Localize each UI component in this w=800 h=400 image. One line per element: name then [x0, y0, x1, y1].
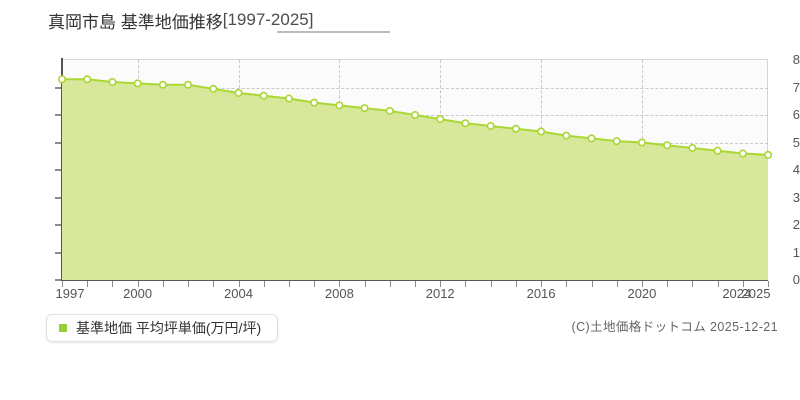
y-axis-tick-mark	[55, 251, 62, 254]
series-data-point[interactable]	[133, 79, 142, 88]
series-data-point[interactable]	[511, 124, 520, 133]
x-axis-tick-mark	[717, 281, 719, 287]
x-axis-tick-mark	[641, 281, 643, 287]
legend[interactable]: 基準地価 平均坪単価(万円/坪)	[46, 314, 279, 342]
x-axis-tick-mark	[415, 281, 416, 287]
x-axis-tick-mark	[566, 281, 568, 287]
x-axis-tick-label: 2008	[324, 286, 354, 301]
y-axis-tick-label: 1	[792, 244, 800, 260]
y-axis-tick-mark	[55, 196, 62, 199]
y-axis-tick-mark	[55, 169, 62, 171]
series-data-point[interactable]	[410, 110, 419, 119]
x-axis-tick-mark	[364, 281, 366, 287]
series-data-point[interactable]	[57, 75, 67, 84]
x-axis-tick-mark	[288, 281, 290, 287]
series-data-point[interactable]	[663, 141, 672, 150]
series-data-point[interactable]	[637, 138, 646, 147]
legend-swatch-icon	[59, 324, 67, 332]
x-axis-tick-mark	[137, 281, 139, 287]
legend-label: 基準地価 平均坪単価(万円/坪)	[76, 320, 262, 336]
series-data-point[interactable]	[83, 75, 92, 84]
x-axis-tick-mark	[62, 281, 63, 287]
y-axis-tick-label: 0	[792, 272, 800, 287]
series-data-point[interactable]	[259, 91, 268, 100]
x-axis-tick-mark	[263, 281, 265, 287]
series-data-point[interactable]	[184, 80, 193, 89]
y-axis-tick-mark	[55, 114, 62, 116]
x-axis-tick-mark	[440, 281, 442, 287]
page-title-main: 真岡市島 基準地価推移	[48, 12, 223, 32]
x-axis-tick-mark	[465, 281, 467, 287]
gridline-horizontal	[62, 87, 768, 89]
series-data-point[interactable]	[537, 127, 546, 136]
x-axis-tick-label: 2000	[123, 286, 153, 301]
x-axis-tick-mark	[188, 281, 190, 287]
x-axis-tick-mark	[616, 281, 618, 287]
series-data-point[interactable]	[209, 84, 218, 93]
series-data-point[interactable]	[335, 101, 344, 110]
series-data-point[interactable]	[763, 150, 772, 159]
series-data-point[interactable]	[587, 134, 596, 143]
y-axis-tick-label: 4	[792, 162, 800, 177]
y-axis-tick-label: 7	[792, 79, 800, 95]
x-axis-tick-mark	[768, 281, 769, 287]
series-data-point[interactable]	[486, 121, 495, 130]
y-axis-tick-label: 8	[792, 52, 800, 67]
series-basis-land-price	[57, 75, 772, 280]
x-axis-tick-mark	[591, 281, 593, 287]
x-axis-tick-mark	[314, 281, 316, 287]
x-axis-tick-mark	[213, 281, 215, 287]
series-data-point[interactable]	[234, 88, 243, 97]
series-data-point[interactable]	[436, 115, 445, 124]
series-data-point[interactable]	[158, 80, 167, 89]
y-axis-tick-mark	[55, 86, 62, 89]
x-axis-tick-mark	[515, 281, 517, 287]
x-axis-tick-label: 2016	[526, 286, 556, 301]
x-axis-tick-mark	[162, 281, 164, 287]
series-data-point[interactable]	[562, 131, 571, 140]
x-axis-tick-mark	[541, 281, 543, 287]
series-data-point[interactable]	[612, 137, 621, 146]
series-data-point[interactable]	[461, 119, 470, 128]
series-area-fill	[62, 79, 768, 280]
y-axis-tick-mark	[55, 279, 62, 281]
x-axis-tick-mark	[667, 281, 669, 287]
x-axis-tick-mark	[87, 281, 89, 287]
x-axis-tick-mark	[692, 281, 694, 287]
y-axis-tick-label: 2	[792, 217, 800, 232]
x-axis-tick-mark	[339, 281, 341, 287]
y-axis-tick-label: 3	[792, 189, 800, 205]
x-axis-tick-label: 2020	[627, 286, 657, 301]
x-axis-tick-mark	[112, 281, 114, 287]
series-data-point[interactable]	[360, 104, 369, 113]
page-title: 真岡市島 基準地価推移 [1997-2025]	[48, 6, 313, 34]
series-data-point[interactable]	[713, 146, 722, 155]
x-axis-line	[61, 280, 768, 281]
title-underline	[277, 31, 390, 33]
x-axis-tick-mark	[389, 281, 391, 287]
y-axis-tick-mark	[55, 224, 62, 226]
y-axis-tick-mark	[55, 141, 62, 144]
series-data-point[interactable]	[310, 98, 319, 107]
y-axis-tick-label: 6	[792, 107, 800, 122]
x-axis-tick-label: 2025	[741, 286, 771, 301]
series-data-point[interactable]	[108, 77, 117, 86]
copyright-credit: (C)土地価格ドットコム 2025-12-21	[571, 320, 778, 334]
x-axis-tick-mark	[238, 281, 240, 287]
series-data-point[interactable]	[284, 94, 293, 103]
plot-top-border	[62, 59, 768, 60]
x-axis-tick-label: 1997	[55, 286, 85, 301]
series-data-point[interactable]	[688, 144, 697, 153]
x-axis-tick-label: 2004	[224, 286, 253, 301]
series-data-point[interactable]	[385, 106, 394, 115]
y-axis-tick-label: 5	[792, 134, 800, 150]
x-axis-tick-label: 2012	[425, 286, 455, 301]
x-axis-tick-mark	[742, 281, 744, 287]
series-data-point[interactable]	[738, 149, 747, 158]
x-axis-tick-label: 2024	[722, 286, 752, 301]
page-title-range: [1997-2025]	[222, 10, 314, 29]
x-axis-tick-mark	[490, 281, 492, 287]
